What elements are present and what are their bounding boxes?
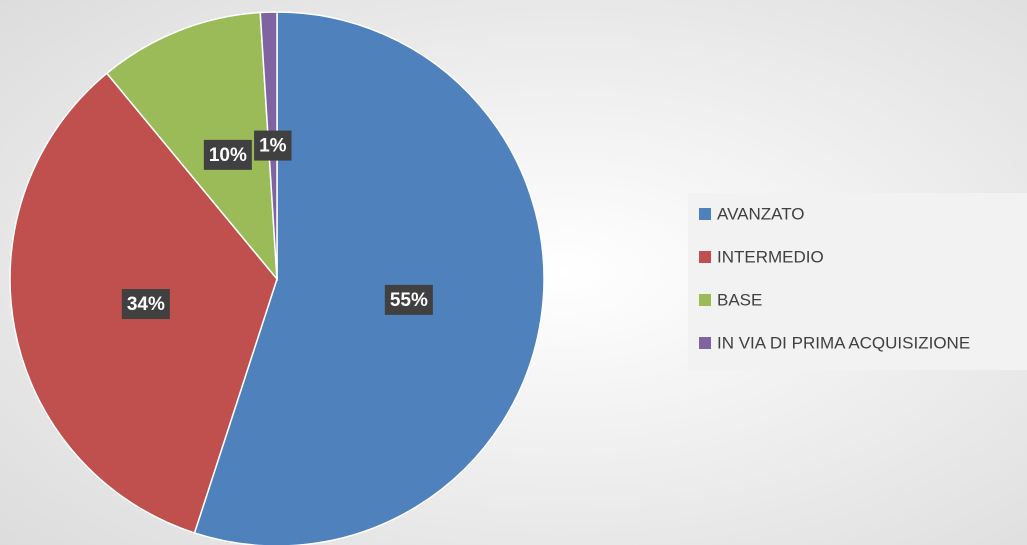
legend-label: IN VIA DI PRIMA ACQUISIZIONE <box>717 333 970 352</box>
data-label-box <box>121 289 170 320</box>
data-label-box <box>384 284 433 315</box>
data-label: 10% <box>209 145 247 166</box>
legend-swatch <box>699 337 711 349</box>
data-label: 55% <box>390 290 428 311</box>
pie-slice <box>105 11 278 282</box>
data-label-box <box>203 139 252 170</box>
legend-swatch <box>699 294 711 306</box>
data-label: 34% <box>127 294 165 315</box>
legend-swatch <box>699 251 711 263</box>
legend-label: AVANZATO <box>717 204 805 223</box>
data-label: 1% <box>259 136 287 157</box>
data-label-box <box>254 130 292 161</box>
legend-swatch <box>699 208 711 220</box>
legend-label: INTERMEDIO <box>717 247 824 266</box>
legend-box <box>688 193 1027 370</box>
legend-label: BASE <box>717 290 762 309</box>
